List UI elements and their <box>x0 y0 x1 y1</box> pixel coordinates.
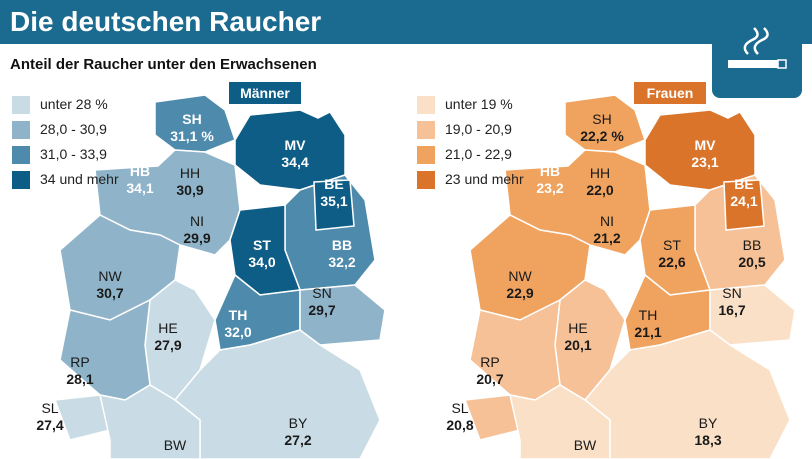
region-code: NW <box>98 268 122 284</box>
region <box>564 94 646 153</box>
region-code: TH <box>229 307 248 323</box>
legend-swatch <box>417 96 435 114</box>
region-value: 20,5 <box>738 254 765 270</box>
legend-swatch <box>12 146 30 164</box>
region-value: 34,4 <box>281 154 308 170</box>
region-value: 34,0 <box>248 254 275 270</box>
region-code: BE <box>734 176 753 192</box>
region-code: RP <box>70 354 89 370</box>
legend-label: 19,0 - 20,9 <box>445 121 512 137</box>
region-code: ST <box>253 237 271 253</box>
region-value: 18,3 <box>694 432 721 448</box>
region-value: 27,4 <box>36 417 63 433</box>
region-code: HE <box>568 320 587 336</box>
region-value: 29,9 <box>183 230 210 246</box>
region-code: BB <box>332 237 352 253</box>
region <box>234 109 346 191</box>
legend-swatch <box>12 121 30 139</box>
subtitle: Anteil der Raucher unter den Erwachsenen <box>10 56 317 73</box>
region-value: 23,2 <box>536 180 563 196</box>
region-code: ST <box>663 237 681 253</box>
region-code: MV <box>285 137 307 153</box>
header-bar: Die deutschen Raucher <box>0 0 812 44</box>
smoking-icon <box>712 27 802 98</box>
region-value: 29,7 <box>308 302 335 318</box>
region-value: 16,7 <box>718 302 745 318</box>
region-code: BY <box>699 415 718 431</box>
legend-swatch <box>417 121 435 139</box>
region-value: 30,9 <box>176 182 203 198</box>
region-code: TH <box>639 307 658 323</box>
region <box>723 179 765 231</box>
region-code: SH <box>182 111 201 127</box>
region-value: 22,9 <box>506 285 533 301</box>
region-code: BB <box>743 237 762 253</box>
region-code: RP <box>480 354 499 370</box>
legend-swatch <box>417 171 435 189</box>
region-value: 22,2 % <box>580 128 624 144</box>
region-value: 20,7 <box>476 371 503 387</box>
region-value: 28,1 <box>66 371 93 387</box>
region-code: SH <box>592 111 611 127</box>
region-value: 35,1 <box>320 193 347 209</box>
region-value: 24,1 <box>730 193 757 209</box>
region <box>154 94 236 153</box>
region-value: 20,1 <box>564 337 591 353</box>
region-value: 22,0 <box>586 182 613 198</box>
legend-label: unter 28 % <box>40 96 108 112</box>
region-code: HB <box>540 163 560 179</box>
region-code: NI <box>600 213 614 229</box>
region-code: MV <box>695 137 717 153</box>
region-code: HH <box>590 165 610 181</box>
title: Die deutschen Raucher <box>10 6 322 37</box>
map-label-box <box>229 82 301 104</box>
map-label: Frauen <box>647 85 694 101</box>
region-code: SN <box>722 285 741 301</box>
region-code: NW <box>508 268 532 284</box>
legend-label: 21,0 - 22,9 <box>445 146 512 162</box>
legend-label: 28,0 - 30,9 <box>40 121 107 137</box>
region-code: BY <box>289 415 308 431</box>
region-code: HE <box>158 320 177 336</box>
region <box>509 384 611 459</box>
region-code: SL <box>451 400 468 416</box>
map-label: Männer <box>240 85 290 101</box>
legend-label: unter 19 % <box>445 96 513 112</box>
region-value: 32,0 <box>224 324 251 340</box>
region-code: SN <box>312 285 331 301</box>
legend-label: 23 und mehr <box>445 171 524 187</box>
region-code: BW <box>574 437 597 453</box>
map-label-box <box>634 82 706 104</box>
region-code: BE <box>324 176 343 192</box>
region-value: 34,1 <box>126 180 153 196</box>
region-code: HB <box>130 163 150 179</box>
region-code: HH <box>180 165 200 181</box>
region-value: 27,2 <box>284 432 311 448</box>
legend-swatch <box>12 96 30 114</box>
region-value: 27,9 <box>154 337 181 353</box>
region-value: 22,6 <box>658 254 685 270</box>
legend-swatch <box>12 171 30 189</box>
region <box>99 384 201 459</box>
region-value: 30,7 <box>96 285 123 301</box>
region-value: 21,1 <box>634 324 661 340</box>
region-value: 23,1 <box>691 154 718 170</box>
region-value: 21,2 <box>593 230 620 246</box>
region-code: NI <box>190 213 204 229</box>
legend-label: 34 und mehr <box>40 171 119 187</box>
region <box>313 179 355 231</box>
region <box>644 109 756 191</box>
region-value: 20,8 <box>446 417 473 433</box>
legend-swatch <box>417 146 435 164</box>
region-code: BW <box>164 437 187 453</box>
region-value: 31,1 % <box>170 128 214 144</box>
legend-label: 31,0 - 33,9 <box>40 146 107 162</box>
region-code: SL <box>41 400 58 416</box>
region-value: 32,2 <box>328 254 355 270</box>
